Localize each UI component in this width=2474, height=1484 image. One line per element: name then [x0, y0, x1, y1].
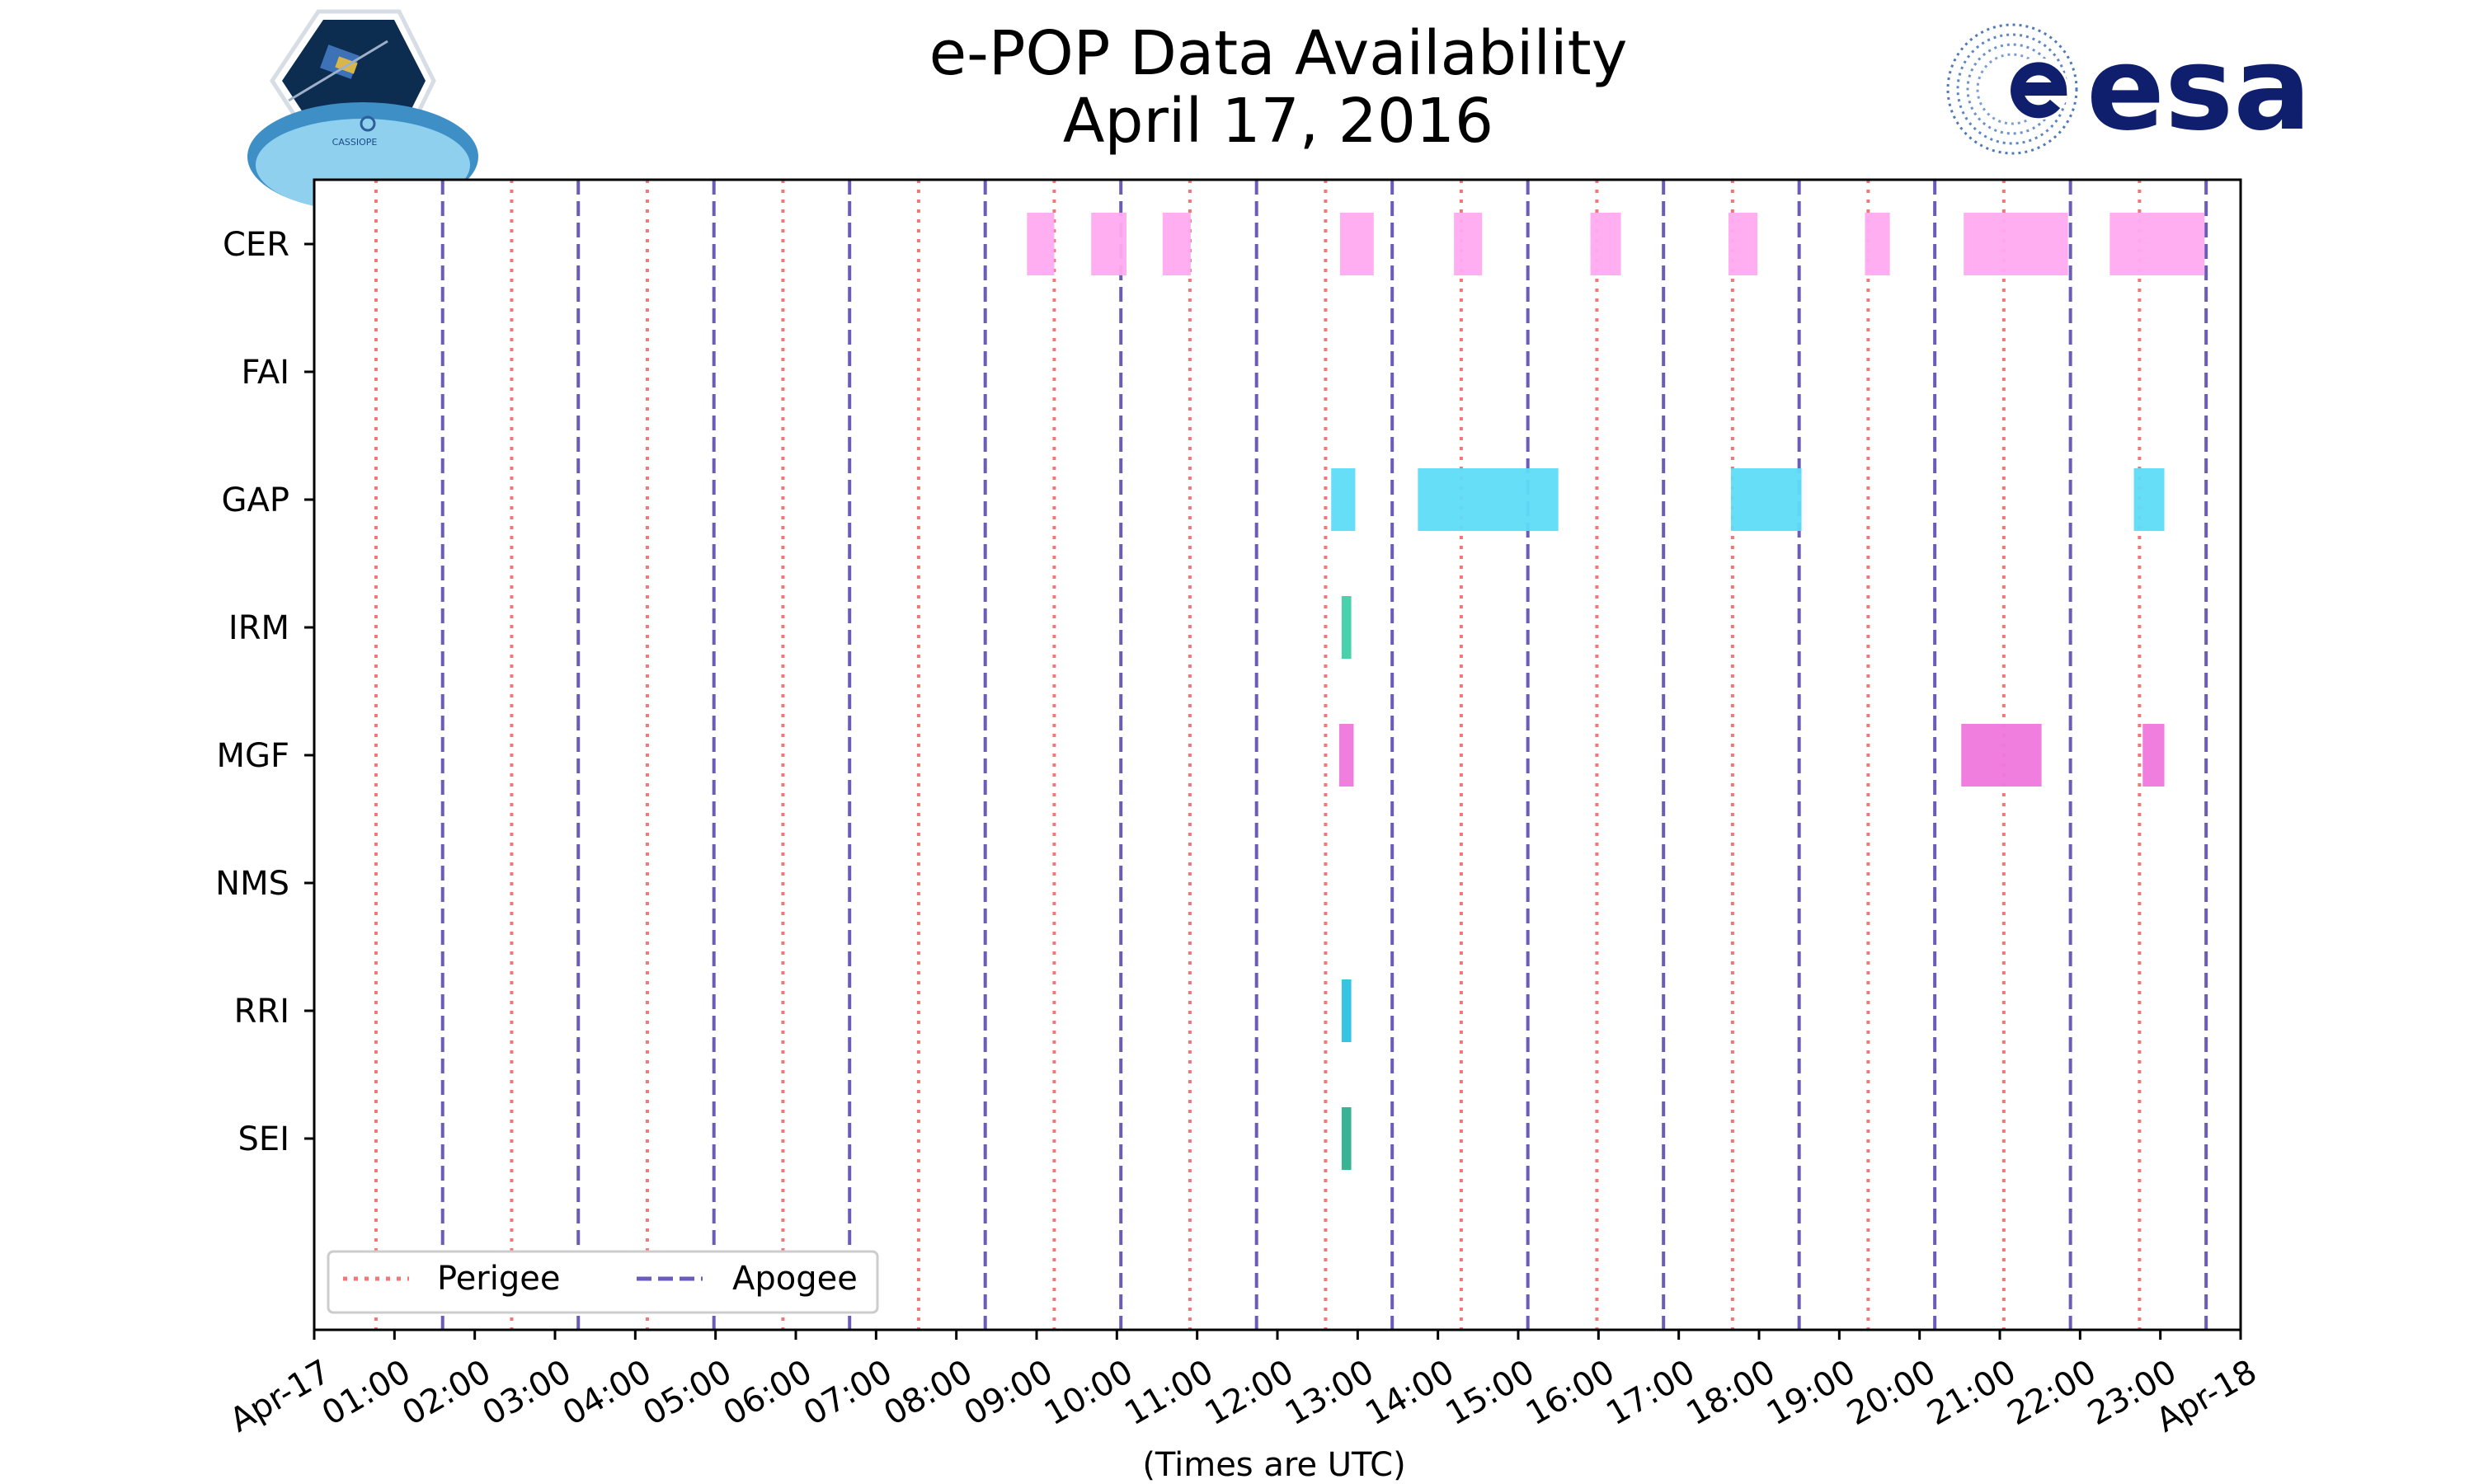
bar-gap-2: [1418, 468, 1559, 531]
xtick-label-2: 02:00: [396, 1353, 497, 1433]
xtick-label-4: 04:00: [557, 1353, 658, 1433]
bar-cer-5: [1454, 213, 1483, 275]
chart-title: e-POP Data Availability: [929, 18, 1628, 89]
xtick-label-20: 20:00: [1841, 1353, 1942, 1433]
bar-mgf-2: [1961, 724, 2042, 787]
xtick-label-12: 12:00: [1199, 1353, 1300, 1433]
availability-bars: [1027, 213, 2205, 1170]
xtick-label-13: 13:00: [1279, 1353, 1380, 1433]
legend-perigee-label: Perigee: [437, 1260, 560, 1298]
bar-irm-1: [1341, 596, 1352, 659]
legend-apogee-label: Apogee: [732, 1260, 858, 1298]
xtick-label-8: 08:00: [877, 1353, 979, 1433]
x-axis-label: (Times are UTC): [1142, 1446, 1405, 1484]
ytick-label-sei: SEI: [238, 1120, 289, 1158]
bar-cer-2: [1091, 213, 1127, 275]
xtick-label-9: 09:00: [958, 1353, 1060, 1433]
bar-sei-1: [1341, 1107, 1352, 1170]
bar-cer-8: [1865, 213, 1890, 275]
xtick-label-15: 15:00: [1440, 1353, 1541, 1433]
ytick-label-rri: RRI: [234, 993, 289, 1031]
xtick-label-7: 07:00: [797, 1353, 899, 1433]
bar-cer-1: [1027, 213, 1055, 275]
xtick-label-14: 14:00: [1359, 1353, 1460, 1433]
xtick-label-19: 19:00: [1761, 1353, 1862, 1433]
legend-box: [327, 1250, 879, 1314]
ytick-label-nms: NMS: [215, 865, 289, 903]
bar-rri-1: [1341, 979, 1352, 1042]
x-axis: Apr-1701:0002:0003:0004:0005:0006:0007:0…: [223, 1330, 2263, 1440]
xtick-label-17: 17:00: [1600, 1353, 1701, 1433]
xtick-label-5: 05:00: [637, 1353, 738, 1433]
bar-cer-3: [1162, 213, 1191, 275]
xtick-label-1: 01:00: [316, 1353, 417, 1433]
bar-gap-1: [1331, 468, 1356, 531]
xtick-label-0: Apr-17: [223, 1353, 336, 1440]
bar-cer-10: [2109, 213, 2205, 275]
bar-cer-7: [1729, 213, 1758, 275]
bar-mgf-1: [1338, 724, 1354, 787]
bar-mgf-3: [2142, 724, 2165, 787]
bar-cer-6: [1590, 213, 1621, 275]
ytick-label-irm: IRM: [228, 609, 289, 647]
bar-cer-9: [1964, 213, 2068, 275]
cassiope-caption: CASSIOPE: [332, 137, 378, 148]
bar-cer-4: [1339, 213, 1374, 275]
y-axis: CER FAI GAP IRM MGF NMS RRI SEI: [215, 226, 314, 1158]
xtick-label-16: 16:00: [1520, 1353, 1621, 1433]
esa-wordmark: esa: [2086, 22, 2312, 157]
orbit-lines: [374, 180, 2208, 1330]
chart-subtitle: April 17, 2016: [1063, 86, 1493, 157]
bar-gap-4: [2133, 468, 2165, 531]
xtick-label-3: 03:00: [477, 1353, 578, 1433]
xtick-label-18: 18:00: [1681, 1353, 1782, 1433]
xtick-label-22: 22:00: [2001, 1353, 2103, 1433]
bar-gap-3: [1730, 468, 1802, 531]
ytick-label-mgf: MGF: [216, 737, 289, 775]
esa-swirl-icon: [1946, 23, 2078, 155]
plot-background: [314, 180, 2241, 1330]
esa-logo: esa: [1946, 22, 2312, 157]
legend: Perigee Apogee: [327, 1250, 879, 1314]
xtick-label-6: 06:00: [717, 1353, 819, 1433]
ytick-label-cer: CER: [223, 226, 289, 264]
xtick-label-21: 21:00: [1921, 1353, 2023, 1433]
xtick-label-11: 11:00: [1118, 1353, 1220, 1433]
cassiope-logo: CASSIOPE: [247, 9, 478, 211]
plot-area: CER FAI GAP IRM MGF NMS RRI SEI Apr-1701:0002:0…: [215, 178, 2263, 1440]
xtick-label-10: 10:00: [1038, 1353, 1140, 1433]
ytick-label-gap: GAP: [222, 481, 289, 519]
ytick-label-fai: FAI: [242, 354, 290, 392]
